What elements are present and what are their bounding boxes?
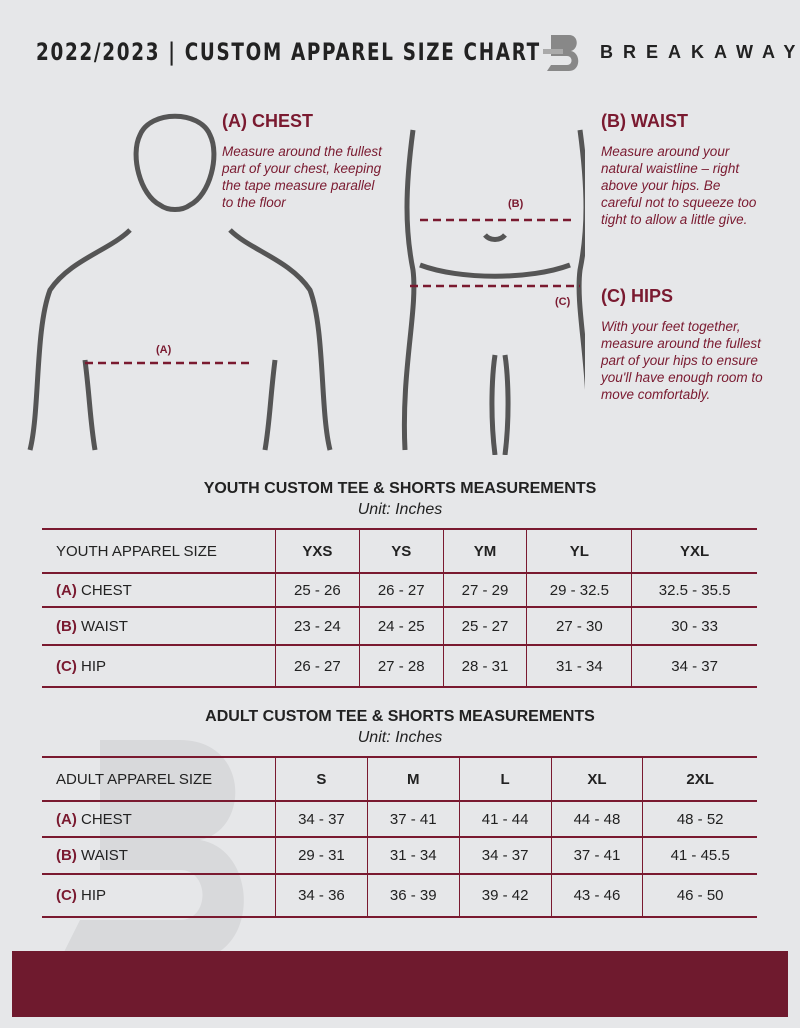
chest-marker: (A) bbox=[156, 344, 172, 356]
table-row: (C) HIP 34 - 36 36 - 39 39 - 42 43 - 46 46 - … bbox=[42, 873, 757, 918]
chest-heading: (A) CHEST bbox=[222, 111, 313, 131]
cell: 34 - 37 bbox=[275, 800, 368, 838]
size-header: XL bbox=[550, 756, 643, 802]
cell: 41 - 45.5 bbox=[642, 836, 757, 875]
waist-marker: (B) bbox=[508, 198, 524, 210]
cell: 41 - 44 bbox=[458, 800, 552, 838]
row-letter: (B) bbox=[56, 847, 77, 864]
cell: 29 - 32.5 bbox=[526, 572, 632, 608]
page-title: 2022/2023 | CUSTOM APPAREL SIZE CHART bbox=[36, 38, 541, 66]
size-header: YXL bbox=[631, 528, 757, 574]
size-label: YOUTH APPAREL SIZE bbox=[42, 528, 276, 574]
breakaway-logo bbox=[543, 35, 579, 71]
cell: 25 - 26 bbox=[275, 572, 360, 608]
youth-size-table: YOUTH APPAREL SIZE YXS YS YM YL YXL (A) CHES… bbox=[42, 528, 757, 688]
table-row: (B) WAIST 23 - 24 24 - 25 25 - 27 27 - 30 30 … bbox=[42, 606, 757, 646]
row-label: WAIST bbox=[81, 617, 128, 635]
body-measurement-illustration bbox=[27, 113, 585, 455]
hips-description: With your feet together, measure around … bbox=[601, 319, 763, 402]
row-label: CHEST bbox=[81, 810, 132, 828]
adult-unit: Unit: Inches bbox=[357, 729, 443, 746]
row-letter: (A) bbox=[56, 810, 77, 828]
table-row: (B) WAIST 29 - 31 31 - 34 34 - 37 37 - 41 41 … bbox=[42, 836, 757, 875]
table-row: (A) CHEST 25 - 26 26 - 27 27 - 29 29 - 32.5 3… bbox=[42, 572, 757, 608]
cell: 32.5 - 35.5 bbox=[631, 572, 757, 608]
size-header: L bbox=[458, 756, 552, 802]
size-header: YS bbox=[358, 528, 444, 574]
hips-heading: (C) HIPS bbox=[601, 286, 673, 306]
size-header: S bbox=[275, 756, 368, 802]
cell: 39 - 42 bbox=[458, 873, 552, 918]
brand-name: BREAKAWAY bbox=[600, 42, 800, 62]
table-row: (A) CHEST 34 - 37 37 - 41 41 - 44 44 - 48 48 … bbox=[42, 800, 757, 838]
chest-description: Measure around the fullest part of your … bbox=[222, 144, 382, 210]
cell: 27 - 28 bbox=[358, 644, 444, 688]
size-header: M bbox=[366, 756, 460, 802]
cell: 48 - 52 bbox=[642, 800, 757, 838]
cell: 26 - 27 bbox=[358, 572, 444, 608]
cell: 28 - 31 bbox=[442, 644, 527, 688]
size-header: YL bbox=[526, 528, 632, 574]
cell: 31 - 34 bbox=[526, 644, 632, 688]
row-label: HIP bbox=[81, 657, 107, 675]
cell: 27 - 30 bbox=[526, 606, 632, 646]
row-label: HIP bbox=[81, 887, 107, 904]
hips-marker: (C) bbox=[555, 296, 571, 308]
cell: 24 - 25 bbox=[358, 606, 444, 646]
cell: 25 - 27 bbox=[442, 606, 527, 646]
cell: 34 - 37 bbox=[631, 644, 757, 688]
table-header-row: ADULT APPAREL SIZE S M L XL 2XL bbox=[42, 756, 757, 802]
row-label: WAIST bbox=[81, 847, 128, 864]
footer-bar bbox=[12, 951, 788, 1017]
table-row: (C) HIP 26 - 27 27 - 28 28 - 31 31 - 34 34 - … bbox=[42, 644, 757, 688]
youth-table-title: YOUTH CUSTOM TEE & SHORTS MEASUREMENTS bbox=[203, 480, 597, 497]
size-header: 2XL bbox=[642, 756, 757, 802]
table-header-row: YOUTH APPAREL SIZE YXS YS YM YL YXL bbox=[42, 528, 757, 574]
waist-description: Measure around your natural waistline – … bbox=[601, 144, 757, 227]
cell: 46 - 50 bbox=[642, 873, 757, 918]
row-letter: (C) bbox=[56, 887, 77, 904]
cell: 30 - 33 bbox=[631, 606, 757, 646]
cell: 31 - 34 bbox=[366, 836, 460, 875]
cell: 37 - 41 bbox=[366, 800, 460, 838]
cell: 29 - 31 bbox=[275, 836, 368, 875]
row-label: CHEST bbox=[81, 581, 132, 599]
size-header: YXS bbox=[275, 528, 360, 574]
cell: 26 - 27 bbox=[275, 644, 360, 688]
cell: 36 - 39 bbox=[366, 873, 460, 918]
cell: 37 - 41 bbox=[550, 836, 643, 875]
cell: 27 - 29 bbox=[442, 572, 527, 608]
size-label: ADULT APPAREL SIZE bbox=[42, 756, 276, 802]
row-letter: (B) bbox=[56, 617, 77, 635]
cell: 43 - 46 bbox=[550, 873, 643, 918]
cell: 34 - 36 bbox=[275, 873, 368, 918]
cell: 23 - 24 bbox=[275, 606, 360, 646]
row-letter: (C) bbox=[56, 657, 77, 675]
adult-table-title: ADULT CUSTOM TEE & SHORTS MEASUREMENTS bbox=[205, 708, 595, 725]
waist-heading: (B) WAIST bbox=[601, 111, 688, 131]
youth-unit: Unit: Inches bbox=[357, 501, 443, 518]
cell: 34 - 37 bbox=[458, 836, 552, 875]
size-header: YM bbox=[442, 528, 527, 574]
cell: 44 - 48 bbox=[550, 800, 643, 838]
adult-size-table: ADULT APPAREL SIZE S M L XL 2XL (A) CHEST 34 … bbox=[42, 756, 757, 918]
row-letter: (A) bbox=[56, 581, 77, 599]
